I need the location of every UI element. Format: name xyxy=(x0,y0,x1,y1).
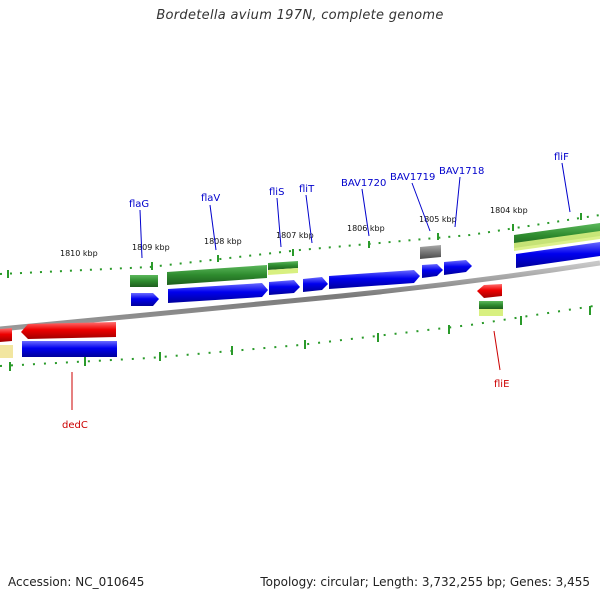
gene-label[interactable]: fliT xyxy=(299,184,315,195)
kbp-label: 1810 kbp xyxy=(60,249,98,258)
gene-block[interactable] xyxy=(130,275,158,287)
gene-labels-forward: flaG flaV fliS fliT BAV1720 BAV1719 BAV1… xyxy=(129,152,569,210)
kbp-label: 1809 kbp xyxy=(132,243,170,252)
label-leaders-forward xyxy=(139,162,571,259)
cds-arrow[interactable] xyxy=(303,277,328,292)
misc-feature[interactable] xyxy=(514,231,600,251)
cds-arrow[interactable] xyxy=(444,260,472,275)
gene-label[interactable]: BAV1719 xyxy=(390,172,435,183)
gene-block[interactable] xyxy=(167,265,267,285)
kbp-label: 1808 kbp xyxy=(204,237,242,246)
gene-block[interactable] xyxy=(0,328,12,342)
map-title: Bordetella avium 197N, complete genome xyxy=(156,8,444,23)
pseudo-gene[interactable] xyxy=(420,245,441,259)
cds-arrow[interactable] xyxy=(168,283,268,303)
gene-block-reverse[interactable] xyxy=(21,322,116,339)
misc-feature[interactable] xyxy=(0,345,13,358)
cds-arrow[interactable] xyxy=(516,242,600,268)
kbp-scale: 1810 kbp 1809 kbp 1808 kbp 1807 kbp 1806… xyxy=(60,206,528,258)
gene-label[interactable]: BAV1718 xyxy=(439,166,484,177)
gene-label[interactable]: fliF xyxy=(554,152,569,163)
gene-label[interactable]: dedC xyxy=(62,420,88,431)
genome-backbone xyxy=(0,260,600,332)
gene-label[interactable]: flaV xyxy=(201,193,220,204)
cds-arrow[interactable] xyxy=(422,264,443,278)
gene-block[interactable] xyxy=(268,261,298,270)
gene-label[interactable]: fliE xyxy=(494,379,509,390)
kbp-label: 1805 kbp xyxy=(419,215,457,224)
gene-label[interactable]: flaG xyxy=(129,199,149,210)
kbp-label: 1807 kbp xyxy=(276,231,314,240)
genome-summary-text: Topology: circular; Length: 3,732,255 bp… xyxy=(260,575,590,589)
kbp-label: 1806 kbp xyxy=(347,224,385,233)
cds-arrow[interactable] xyxy=(269,280,300,295)
major-ticks xyxy=(7,213,591,371)
reverse-tick-track xyxy=(0,304,600,367)
reverse-features xyxy=(0,284,503,358)
label-leaders-reverse xyxy=(71,330,501,410)
accession-text: Accession: NC_010645 xyxy=(8,575,145,589)
misc-feature[interactable] xyxy=(479,309,503,316)
cds-arrow[interactable] xyxy=(131,293,159,306)
forward-features xyxy=(130,223,600,306)
gene-labels-reverse: dedC fliE xyxy=(62,379,509,431)
gene-label[interactable]: fliS xyxy=(269,187,284,198)
forward-tick-track xyxy=(0,214,600,275)
cds-block[interactable] xyxy=(22,341,117,357)
gene-block-reverse[interactable] xyxy=(477,284,502,298)
cds-arrow[interactable] xyxy=(329,270,420,289)
misc-feature[interactable] xyxy=(268,268,298,275)
gene-block[interactable] xyxy=(479,301,503,309)
gene-label[interactable]: BAV1720 xyxy=(341,178,386,189)
kbp-label: 1804 kbp xyxy=(490,206,528,215)
